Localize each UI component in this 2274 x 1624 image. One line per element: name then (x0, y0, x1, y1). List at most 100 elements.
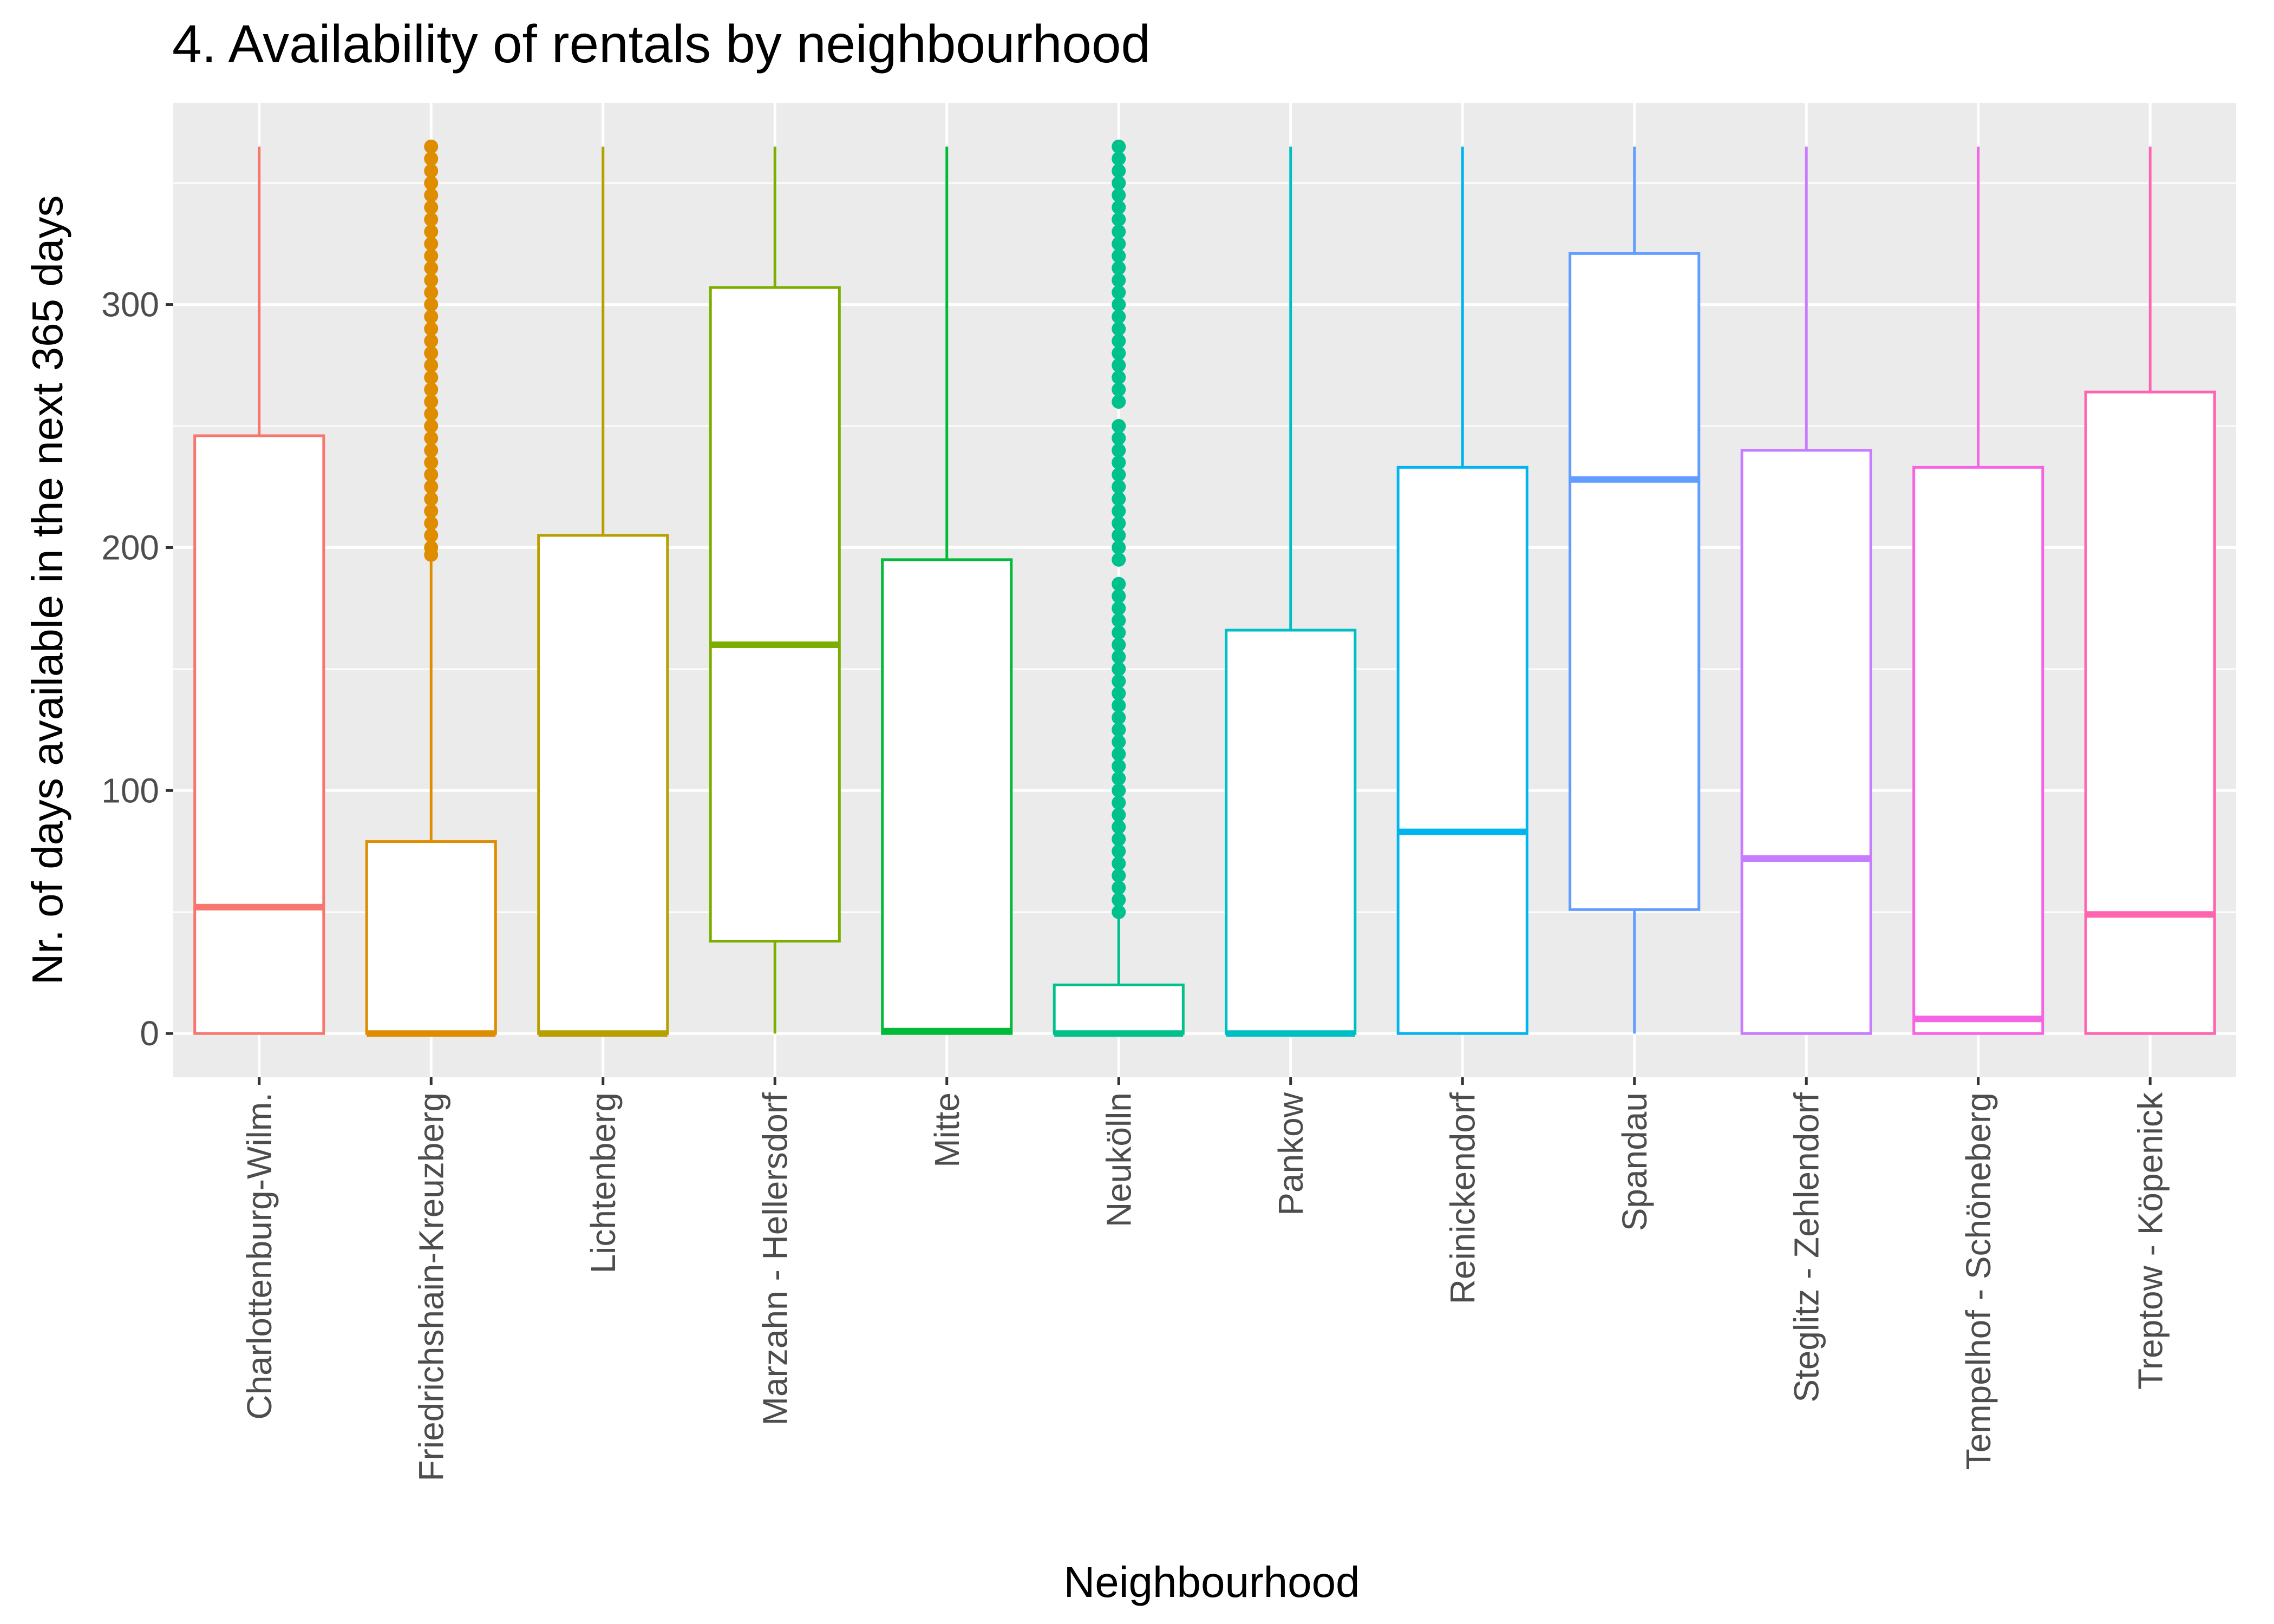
outlier-point (1112, 395, 1126, 409)
box (1053, 983, 1185, 1035)
outlier-point (1112, 528, 1126, 543)
outlier-point (1112, 820, 1126, 834)
outlier-point (424, 139, 439, 154)
boxplot (365, 139, 497, 1037)
outlier-point (1112, 516, 1126, 531)
box (709, 286, 841, 943)
outlier-point (424, 370, 439, 385)
x-tick-label: Neukölln (1099, 1092, 1138, 1227)
outlier-point (424, 237, 439, 251)
outlier-point (1112, 358, 1126, 372)
outlier-point (1112, 808, 1126, 822)
box (2084, 390, 2216, 1035)
boxplot (1396, 146, 1528, 1035)
outlier-point (424, 163, 439, 178)
outlier-point (1112, 637, 1126, 652)
outlier-point (424, 382, 439, 397)
outlier-point (1112, 746, 1126, 761)
outlier-point (424, 492, 439, 506)
outlier-point (1112, 905, 1126, 919)
outlier-point (424, 224, 439, 239)
outlier-point (1112, 686, 1126, 700)
x-tick-label: Treptow - Köpenick (2131, 1092, 2170, 1390)
outlier-point (424, 152, 439, 166)
outlier-point (1112, 431, 1126, 446)
x-tick-label: Mitte (927, 1092, 966, 1168)
outlier-point (1112, 248, 1126, 263)
outlier-point (424, 455, 439, 470)
outlier-point (1112, 552, 1126, 567)
outlier-point (1112, 480, 1126, 494)
outlier-point (424, 540, 439, 555)
outlier-point (1112, 443, 1126, 457)
y-tick-label: 100 (101, 771, 159, 810)
outlier-point (1112, 285, 1126, 300)
outlier-point (1112, 771, 1126, 785)
boxplot (1053, 139, 1185, 1037)
x-tick-label: Steglitz - Zehlendorf (1787, 1092, 1826, 1403)
outlier-point (1112, 492, 1126, 506)
outlier-point (424, 333, 439, 348)
outlier-point (1112, 856, 1126, 870)
outlier-point (424, 248, 439, 263)
x-tick-label: Pankow (1271, 1092, 1310, 1215)
x-tick-label: Friedrichshain-Kreuzberg (411, 1092, 450, 1482)
outlier-point (1112, 735, 1126, 749)
box (1912, 466, 2044, 1035)
outlier-point (1112, 333, 1126, 348)
x-tick-label: Lichtenberg (584, 1092, 623, 1273)
outlier-point (1112, 783, 1126, 798)
x-tick-label: Reinickendorf (1443, 1092, 1482, 1305)
outlier-point (1112, 139, 1126, 154)
outlier-point (424, 322, 439, 336)
outlier-point (1112, 868, 1126, 883)
boxplot (193, 146, 325, 1035)
outlier-point (1112, 723, 1126, 737)
outlier-point (1112, 601, 1126, 615)
outlier-point (1112, 419, 1126, 434)
outlier-point (1112, 346, 1126, 361)
outlier-point (1112, 382, 1126, 397)
outlier-point (1112, 504, 1126, 519)
outlier-point (1112, 224, 1126, 239)
outlier-point (424, 200, 439, 215)
outlier-point (1112, 662, 1126, 676)
outlier-point (424, 528, 439, 543)
outlier-point (1112, 625, 1126, 640)
outlier-point (424, 431, 439, 446)
x-axis-title: Neighbourhood (1063, 1558, 1360, 1606)
box (1225, 628, 1357, 1035)
box (537, 534, 669, 1035)
outlier-point (1112, 322, 1126, 336)
outlier-point (1112, 759, 1126, 774)
boxplot (1225, 146, 1357, 1037)
axes: 0 100 200 300 Charlottenburg-Wilm. Friedrichs… (101, 285, 2170, 1482)
y-tick-label: 0 (140, 1014, 159, 1053)
boxplot (1740, 146, 1872, 1035)
boxplot (1569, 146, 1701, 1034)
outlier-point (1112, 577, 1126, 591)
outlier-point (1112, 893, 1126, 907)
x-tick-label: Marzahn - Hellersdorf (755, 1092, 794, 1426)
boxplot (2084, 146, 2216, 1035)
outlier-point (1112, 650, 1126, 664)
x-tick-label: Charlottenburg-Wilm. (240, 1092, 279, 1420)
outlier-point (1112, 273, 1126, 287)
outlier-point (424, 467, 439, 482)
box (881, 558, 1013, 1035)
outlier-point (1112, 188, 1126, 202)
outlier-point (424, 504, 439, 519)
outlier-point (1112, 163, 1126, 178)
outlier-point (1112, 589, 1126, 604)
boxplot (1912, 146, 2044, 1035)
outlier-point (424, 516, 439, 531)
y-axis-title: Nr. of days available in the next 365 da… (23, 195, 71, 985)
outlier-point (424, 176, 439, 191)
outlier-point (424, 188, 439, 202)
outlier-point (424, 273, 439, 287)
outlier-point (1112, 455, 1126, 470)
y-tick-label: 200 (101, 528, 159, 567)
boxplots (193, 139, 2216, 1037)
outlier-point (424, 310, 439, 324)
